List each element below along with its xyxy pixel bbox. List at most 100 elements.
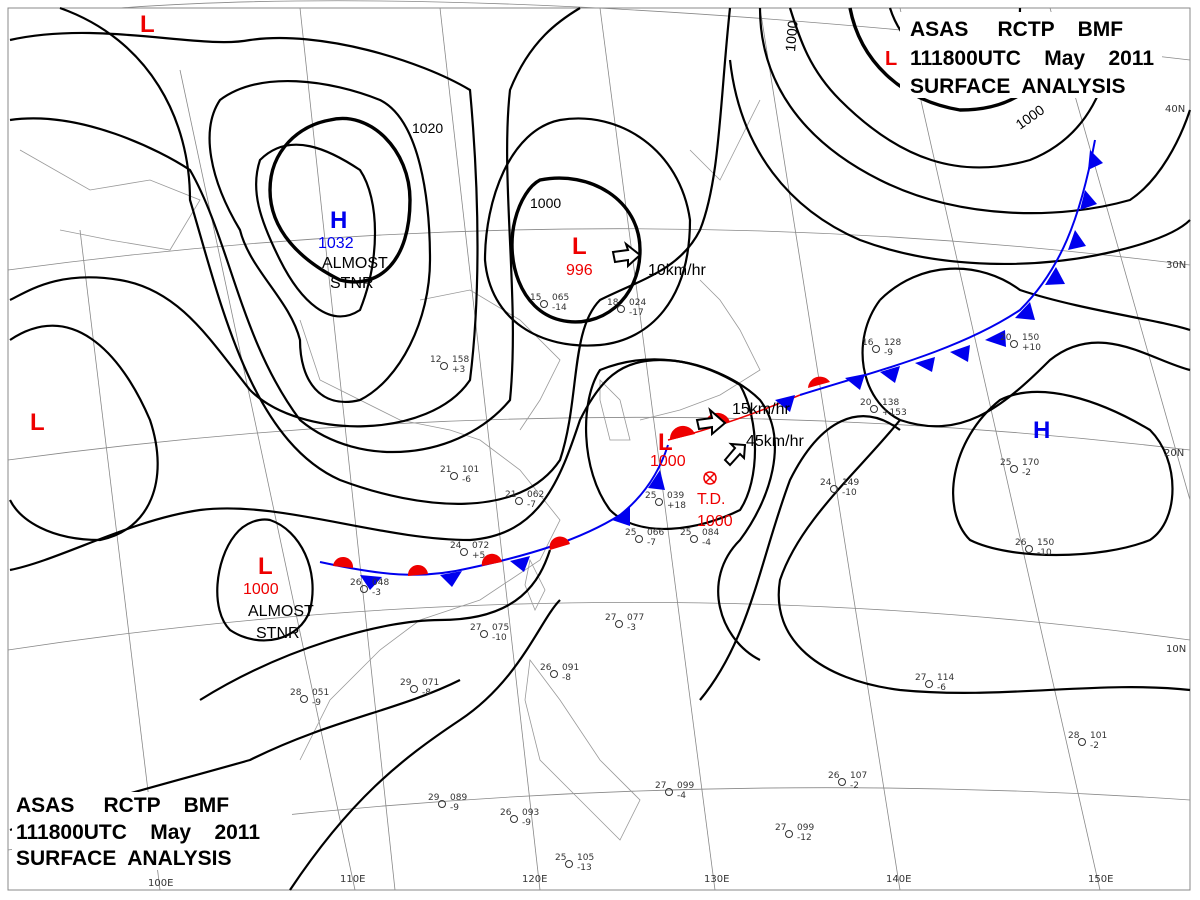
station-pressure: 150 [1022, 333, 1039, 343]
station-circle-icon [785, 830, 793, 838]
station-tendency: -3 [627, 623, 636, 633]
station-tendency: -17 [629, 308, 644, 318]
station-pressure: 107 [850, 771, 867, 781]
station-tendency: -14 [552, 303, 567, 313]
td-label: T.D. [697, 491, 725, 508]
station-pressure: 065 [552, 293, 569, 303]
station-circle-icon [615, 620, 623, 628]
station-circle-icon [925, 680, 933, 688]
station-pressure: 084 [702, 528, 719, 538]
station-temperature: 27 [470, 623, 481, 633]
isobar-label: 1020 [412, 120, 443, 136]
station-tendency: +18 [667, 501, 686, 511]
lat-label: 30N [1166, 260, 1186, 271]
station-pressure: 072 [472, 541, 489, 551]
station-temperature: 25 [680, 528, 691, 538]
station-plot: 18 024-17 [607, 298, 646, 318]
station-temperature: 25 [625, 528, 636, 538]
cold-front-triangles [360, 470, 665, 590]
station-circle-icon [540, 300, 548, 308]
station-circle-icon [460, 548, 468, 556]
station-temperature: 26 [350, 578, 362, 588]
low-symbol: L [30, 409, 45, 436]
high-note-2: STNR [330, 275, 374, 292]
station-temperature: 24 [820, 478, 832, 488]
lon-label: 100E [148, 878, 173, 889]
isobar-label: 1000 [530, 195, 561, 211]
header-top-line2: 111800UTC May 2011 [910, 47, 1154, 70]
station-temperature: 20 [1000, 333, 1012, 343]
station-pressure: 101 [462, 465, 479, 475]
header-bottom-line1: ASAS RCTP BMF [16, 794, 229, 817]
footer-background [12, 792, 292, 870]
lon-label: 130E [704, 874, 729, 885]
coastlines [19, 99, 761, 841]
station-plot: 28 051-9 [290, 688, 329, 708]
low-motion: 15km/hr [732, 401, 790, 418]
isobar-label: 1000 [782, 20, 801, 53]
station-tendency: -9 [312, 698, 321, 708]
station-tendency: +153 [882, 408, 907, 418]
station-plot: 27 077-3 [605, 613, 644, 633]
station-circle-icon [665, 788, 673, 796]
station-circle-icon [550, 670, 558, 678]
station-tendency: -8 [562, 673, 571, 683]
header-top-line3: SURFACE ANALYSIS [910, 75, 1126, 98]
station-tendency: -6 [462, 475, 471, 485]
station-pressure: 066 [647, 528, 664, 538]
station-pressure: 138 [882, 398, 899, 408]
station-circle-icon [438, 800, 446, 808]
low-pressure-value: 1000 [650, 453, 686, 470]
warm-front-bumps [333, 536, 570, 576]
station-plot: 15 065-14 [530, 293, 569, 313]
station-tendency: -6 [937, 683, 946, 693]
low-symbol: L [885, 48, 897, 70]
station-temperature: 25 [645, 491, 656, 501]
low-pressure-value: 1000 [243, 581, 279, 598]
station-temperature: 26 [540, 663, 552, 673]
station-plot: 20 138+153 [860, 398, 907, 418]
lat-label: 40N [1165, 104, 1185, 115]
station-temperature: 28 [290, 688, 302, 698]
station-tendency: -2 [850, 781, 859, 791]
station-circle-icon [617, 305, 625, 313]
station-tendency: -13 [577, 863, 592, 873]
station-temperature: 26 [1015, 538, 1027, 548]
station-pressure: 099 [797, 823, 814, 833]
station-temperature: 15 [530, 293, 541, 303]
station-pressure: 150 [1037, 538, 1054, 548]
station-circle-icon [450, 472, 458, 480]
station-temperature: 29 [428, 793, 440, 803]
station-temperature: 26 [828, 771, 840, 781]
arrow-low-996 [611, 241, 642, 269]
td-motion: 45km/hr [746, 433, 804, 450]
station-temperature: 27 [655, 781, 666, 791]
station-pressure: 114 [937, 673, 954, 683]
station-plot: 25 039+18 [645, 491, 686, 511]
station-tendency: -9 [522, 818, 531, 828]
station-plot: 26 093-9 [500, 808, 539, 828]
station-plot: 21 101-6 [440, 465, 479, 485]
station-tendency: -10 [1037, 548, 1052, 558]
station-plot: 24 149-10 [820, 478, 859, 498]
station-plot: 25 066-7 [625, 528, 664, 548]
station-circle-icon [480, 630, 488, 638]
station-circle-icon [510, 815, 518, 823]
station-tendency: -2 [1090, 741, 1099, 751]
motion-arrows [611, 241, 747, 467]
station-circle-icon [515, 497, 523, 505]
lat-label: 10N [1166, 644, 1186, 655]
low-motion: 10km/hr [648, 262, 706, 279]
station-temperature: 25 [1000, 458, 1011, 468]
lon-label: 150E [1088, 874, 1113, 885]
station-circle-icon [1010, 340, 1018, 348]
station-plot: 27 114-6 [915, 673, 954, 693]
station-temperature: 27 [775, 823, 786, 833]
station-temperature: 28 [1068, 731, 1080, 741]
station-plot: 24 072+5 [450, 541, 489, 561]
station-plot: 21 062-7 [505, 490, 544, 510]
station-pressure: 105 [577, 853, 594, 863]
low-symbol: L [572, 233, 587, 260]
